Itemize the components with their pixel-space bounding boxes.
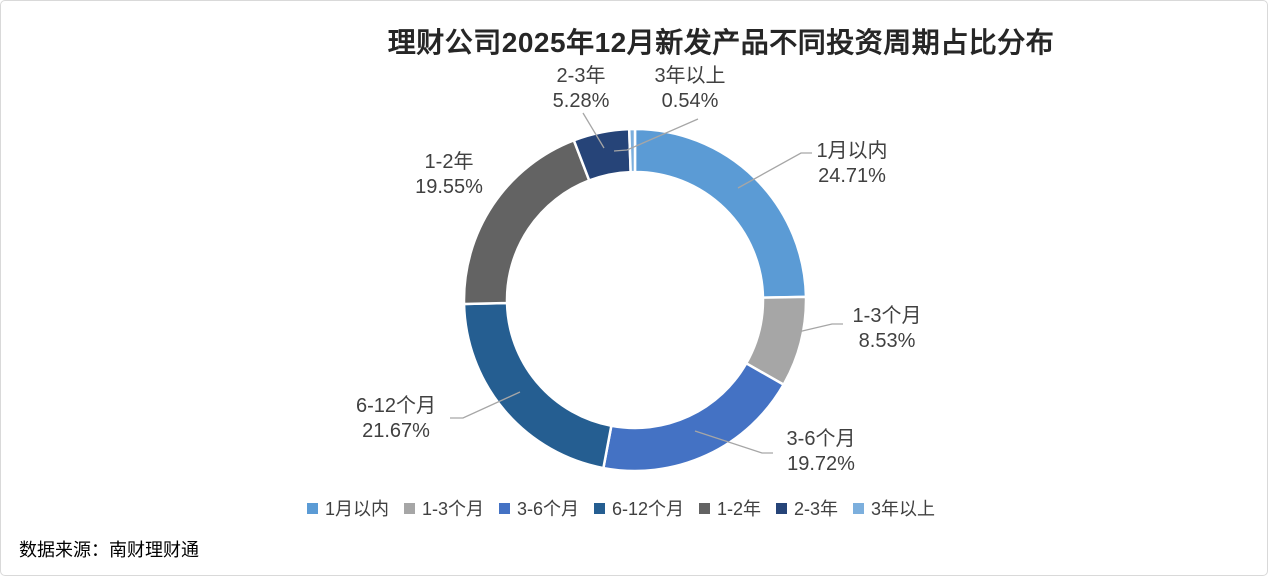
- legend-swatch-icon: [498, 502, 510, 514]
- legend-swatch-icon: [593, 502, 605, 514]
- legend-swatch-icon: [699, 502, 711, 514]
- legend-label: 2-3年: [794, 499, 839, 519]
- data-label-category: 1-2年: [424, 151, 474, 173]
- legend-item-1月以内: 1月以内: [306, 495, 389, 521]
- leader-line-3-6个月: [694, 430, 773, 454]
- chart-title: 理财公司2025年12月新发产品不同投资周期占比分布: [387, 27, 1055, 58]
- data-label-value: 8.53%: [858, 330, 916, 352]
- legend-item-1-2年: 1-2年: [699, 495, 761, 521]
- leader-line-2-3年: [582, 112, 605, 149]
- data-label-value: 0.54%: [661, 90, 719, 112]
- legend-label: 1-2年: [717, 499, 762, 519]
- legend-label: 3-6个月: [516, 499, 579, 519]
- data-label-category: 1月以内: [816, 140, 888, 162]
- legend-label: 1月以内: [324, 499, 389, 519]
- legend-swatch-icon: [403, 502, 415, 514]
- legend-label: 6-12个月: [611, 499, 685, 519]
- data-label-category: 3年以上: [654, 65, 726, 87]
- legend-label: 3年以上: [871, 499, 936, 519]
- pie-slice-3年以上: [627, 127, 637, 174]
- legend-swatch-icon: [853, 502, 865, 514]
- legend-label: 1-3个月: [421, 499, 484, 519]
- leader-line-3年以上: [613, 118, 699, 152]
- data-label-1月以内: 1月以内 24.71%: [742, 139, 962, 189]
- data-source-note: 数据来源：南财理财通: [19, 540, 199, 560]
- leader-line-6-12个月: [450, 391, 521, 419]
- data-label-category: 6-12个月: [355, 395, 437, 417]
- data-label-value: 24.71%: [818, 165, 886, 187]
- legend-item-3年以上: 3年以上: [853, 495, 935, 521]
- legend-item-2-3年: 2-3年: [776, 495, 838, 521]
- leader-line-1月以内: [737, 152, 812, 189]
- data-label-value: 21.67%: [362, 420, 430, 442]
- data-label-3年以上: 3年以上 0.54%: [580, 64, 800, 114]
- data-label-category: 3-6个月: [786, 428, 856, 450]
- legend-swatch-icon: [306, 502, 318, 514]
- data-label-category: 2-3年: [556, 65, 606, 87]
- legend-item-3-6个月: 3-6个月: [498, 495, 579, 521]
- data-label-3-6个月: 3-6个月 19.72%: [711, 427, 931, 477]
- data-label-value: 5.28%: [552, 90, 610, 112]
- chart-legend: 1月以内 1-3个月 3-6个月 6-12个月 1-2年 2-3年 3年以上: [1, 495, 1241, 521]
- data-label-value: 19.55%: [415, 176, 483, 198]
- legend-swatch-icon: [776, 502, 788, 514]
- data-label-6-12个月: 6-12个月 21.67%: [286, 394, 506, 444]
- leader-line-1-3个月: [797, 323, 843, 333]
- data-label-value: 19.72%: [787, 453, 855, 475]
- legend-item-1-3个月: 1-3个月: [403, 495, 484, 521]
- data-label-category: 1-3个月: [852, 305, 922, 327]
- data-label-1-3个月: 1-3个月 8.53%: [777, 304, 997, 354]
- data-label-1-2年: 1-2年 19.55%: [339, 150, 559, 200]
- data-label-2-3年: 2-3年 5.28%: [471, 64, 691, 114]
- legend-item-6-12个月: 6-12个月: [593, 495, 685, 521]
